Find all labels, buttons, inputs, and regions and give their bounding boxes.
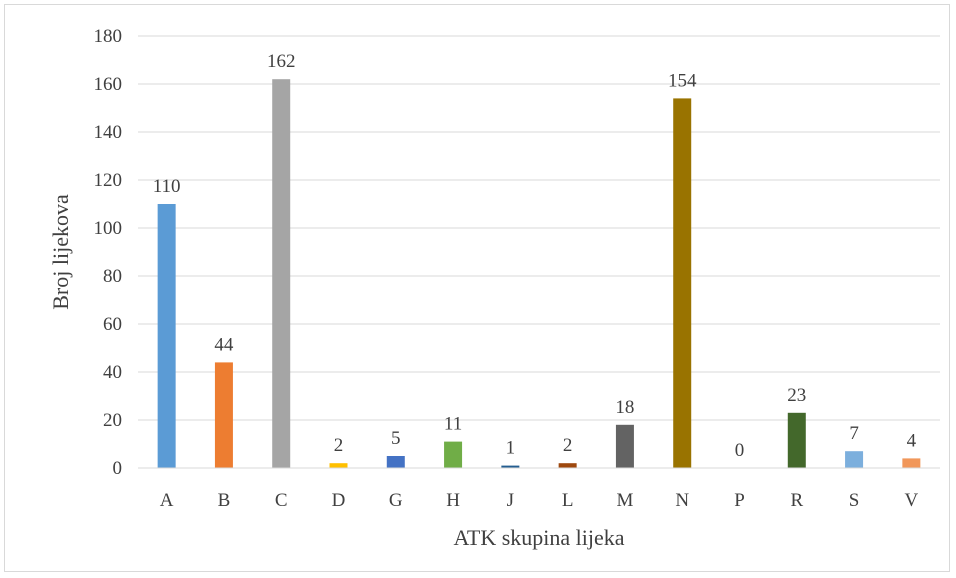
x-tick-label: L [562, 490, 574, 511]
y-tick-label: 180 [94, 26, 123, 47]
bar-n [673, 98, 692, 469]
bar-c [272, 79, 291, 468]
data-label-p: 0 [735, 440, 745, 461]
data-label-s: 7 [849, 423, 859, 444]
bar-a [157, 204, 176, 468]
data-label-a: 110 [153, 176, 181, 197]
data-label-r: 23 [787, 385, 806, 406]
y-tick-label: 80 [103, 266, 122, 287]
x-tick-label: B [218, 490, 231, 511]
bar-g [386, 456, 405, 468]
x-tick-label: G [389, 490, 403, 511]
y-tick-label: 100 [94, 218, 123, 239]
x-tick-label: M [616, 490, 633, 511]
data-label-g: 5 [391, 428, 401, 449]
gridlines [138, 35, 940, 421]
x-tick-label: R [790, 490, 803, 511]
data-label-j: 1 [506, 438, 516, 459]
x-tick-label: P [734, 490, 745, 511]
y-axis-ticks: 0 20 40 60 80 100 120 140 160 180 [94, 26, 123, 479]
data-label-d: 2 [334, 435, 344, 456]
bar-h [444, 441, 463, 468]
y-tick-label: 160 [94, 74, 123, 95]
bar-v [902, 458, 921, 468]
data-label-c: 162 [267, 51, 296, 72]
y-tick-label: 40 [103, 362, 122, 383]
x-tick-label: J [507, 490, 514, 511]
bars [157, 79, 921, 469]
y-axis-title: Broj lijekova [48, 194, 73, 310]
data-label-h: 11 [444, 414, 462, 435]
bar-l [558, 463, 577, 468]
bar-m [615, 424, 634, 468]
bar-s [845, 451, 864, 468]
data-label-n: 154 [668, 70, 697, 91]
x-tick-label: V [904, 490, 918, 511]
y-tick-label: 120 [94, 170, 123, 191]
y-tick-label: 20 [103, 410, 122, 431]
bar-r [787, 412, 806, 468]
bar-j [501, 465, 520, 468]
data-label-v: 4 [907, 430, 917, 451]
bar-b [214, 362, 233, 468]
x-tick-label: N [675, 490, 689, 511]
x-axis-title: ATK skupina lijeka [453, 525, 624, 550]
x-tick-label: C [275, 490, 288, 511]
bar-d [329, 463, 348, 468]
y-tick-label: 140 [94, 122, 123, 143]
data-label-m: 18 [615, 397, 634, 418]
y-tick-label: 0 [113, 458, 123, 479]
x-tick-label: S [849, 490, 860, 511]
x-tick-label: D [332, 490, 346, 511]
data-label-l: 2 [563, 435, 573, 456]
y-tick-label: 60 [103, 314, 122, 335]
data-label-b: 44 [214, 334, 234, 355]
x-tick-label: H [446, 490, 460, 511]
x-tick-label: A [160, 490, 174, 511]
